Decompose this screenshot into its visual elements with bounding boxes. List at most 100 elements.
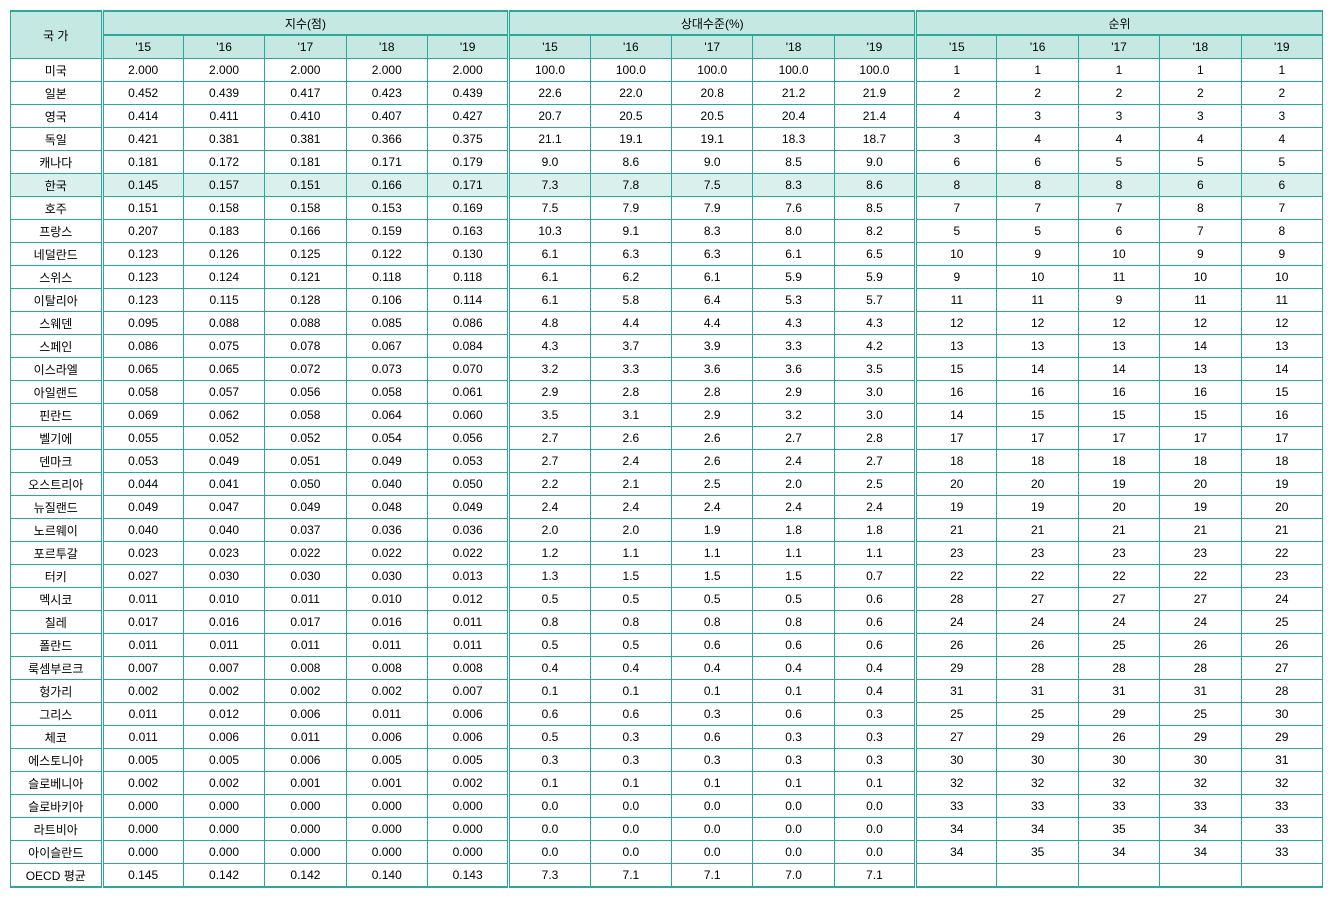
data-cell: 1.2: [509, 542, 590, 565]
data-cell: 6: [1078, 220, 1159, 243]
country-cell: 네덜란드: [11, 243, 103, 266]
data-cell: 0.002: [265, 680, 346, 703]
data-cell: 20: [1241, 496, 1322, 519]
country-cell: 이스라엘: [11, 358, 103, 381]
data-cell: 0.6: [834, 634, 915, 657]
table-row: 독일0.4210.3810.3810.3660.37521.119.119.11…: [11, 128, 1323, 151]
data-cell: 0.049: [427, 496, 508, 519]
data-cell: 0.075: [183, 335, 264, 358]
data-cell: 4.4: [672, 312, 753, 335]
data-cell: 0.169: [427, 197, 508, 220]
data-cell: 0.381: [265, 128, 346, 151]
data-cell: 0.049: [346, 450, 427, 473]
data-cell: 0.142: [183, 864, 264, 888]
data-cell: 0.027: [102, 565, 183, 588]
table-row: 네덜란드0.1230.1260.1250.1220.1306.16.36.36.…: [11, 243, 1323, 266]
data-cell: 16: [1160, 381, 1241, 404]
data-cell: 0.145: [102, 174, 183, 197]
data-cell: 7.0: [753, 864, 834, 888]
data-cell: 0.000: [183, 795, 264, 818]
country-cell: 라트비아: [11, 818, 103, 841]
table-row: OECD 평균0.1450.1420.1420.1400.1437.37.17.…: [11, 864, 1323, 888]
header-year: '15: [916, 35, 997, 59]
data-cell: 0.011: [265, 634, 346, 657]
country-cell: 아이슬란드: [11, 841, 103, 864]
country-cell: OECD 평균: [11, 864, 103, 888]
data-cell: 32: [997, 772, 1078, 795]
data-cell: 4.3: [753, 312, 834, 335]
data-cell: 34: [997, 818, 1078, 841]
data-cell: 1: [916, 59, 997, 82]
data-cell: 0.375: [427, 128, 508, 151]
data-cell: 5.9: [753, 266, 834, 289]
data-cell: 32: [1160, 772, 1241, 795]
table-row: 라트비아0.0000.0000.0000.0000.0000.00.00.00.…: [11, 818, 1323, 841]
header-years-row: '15 '16 '17 '18 '19 '15 '16 '17 '18 '19 …: [11, 35, 1323, 59]
data-cell: 23: [1241, 565, 1322, 588]
data-cell: 30: [1078, 749, 1159, 772]
header-group-index: 지수(점): [102, 11, 509, 35]
data-cell: 100.0: [509, 59, 590, 82]
header-year: '16: [997, 35, 1078, 59]
data-cell: 14: [1160, 335, 1241, 358]
data-cell: 0.122: [346, 243, 427, 266]
data-cell: 0.056: [265, 381, 346, 404]
data-cell: 0.3: [672, 749, 753, 772]
data-cell: 0.088: [265, 312, 346, 335]
data-cell: 0.086: [427, 312, 508, 335]
data-cell: 19: [1078, 473, 1159, 496]
table-header: 국 가 지수(점) 상대수준(%) 순위 '15 '16 '17 '18 '19…: [11, 11, 1323, 59]
data-cell: 3: [916, 128, 997, 151]
data-cell: 20.5: [672, 105, 753, 128]
data-cell: 6.1: [753, 243, 834, 266]
data-cell: 25: [1241, 611, 1322, 634]
data-cell: 34: [916, 818, 997, 841]
data-cell: 0.016: [346, 611, 427, 634]
data-cell: 10.3: [509, 220, 590, 243]
table-row: 포르투갈0.0230.0230.0220.0220.0221.21.11.11.…: [11, 542, 1323, 565]
data-cell: 4.8: [509, 312, 590, 335]
data-cell: 0.427: [427, 105, 508, 128]
data-cell: 0.022: [346, 542, 427, 565]
table-row: 덴마크0.0530.0490.0510.0490.0532.72.42.62.4…: [11, 450, 1323, 473]
data-cell: 0.010: [346, 588, 427, 611]
data-cell: 2.9: [509, 381, 590, 404]
data-cell: 0.030: [265, 565, 346, 588]
data-cell: 6.3: [590, 243, 671, 266]
data-cell: 29: [1160, 726, 1241, 749]
data-cell: 0.1: [509, 680, 590, 703]
data-cell: 34: [1160, 841, 1241, 864]
data-cell: 0.417: [265, 82, 346, 105]
data-cell: 3: [1241, 105, 1322, 128]
data-cell: 0.011: [265, 588, 346, 611]
data-cell: 0.1: [753, 772, 834, 795]
data-cell: 0.006: [346, 726, 427, 749]
data-cell: 1.5: [590, 565, 671, 588]
data-cell: 0.410: [265, 105, 346, 128]
data-cell: 2.7: [509, 450, 590, 473]
data-cell: 0.128: [265, 289, 346, 312]
table-row: 일본0.4520.4390.4170.4230.43922.622.020.82…: [11, 82, 1323, 105]
data-cell: 0.414: [102, 105, 183, 128]
data-cell: 9: [997, 243, 1078, 266]
data-cell: 7.1: [834, 864, 915, 888]
table-row: 이스라엘0.0650.0650.0720.0730.0703.23.33.63.…: [11, 358, 1323, 381]
data-cell: 10: [1241, 266, 1322, 289]
data-cell: 7.8: [590, 174, 671, 197]
data-cell: 20: [1160, 473, 1241, 496]
data-cell: 24: [1241, 588, 1322, 611]
data-cell: 7: [997, 197, 1078, 220]
data-cell: 4: [1241, 128, 1322, 151]
data-cell: 2.7: [509, 427, 590, 450]
data-cell: 0.011: [427, 634, 508, 657]
data-cell: 9.0: [509, 151, 590, 174]
data-cell: 0.151: [265, 174, 346, 197]
data-cell: 0.062: [183, 404, 264, 427]
data-cell: 1.1: [753, 542, 834, 565]
data-cell: 100.0: [753, 59, 834, 82]
data-cell: 100.0: [590, 59, 671, 82]
data-cell: 0.007: [183, 657, 264, 680]
data-cell: 0.3: [590, 749, 671, 772]
data-cell: 6: [997, 151, 1078, 174]
data-cell: 21: [1241, 519, 1322, 542]
